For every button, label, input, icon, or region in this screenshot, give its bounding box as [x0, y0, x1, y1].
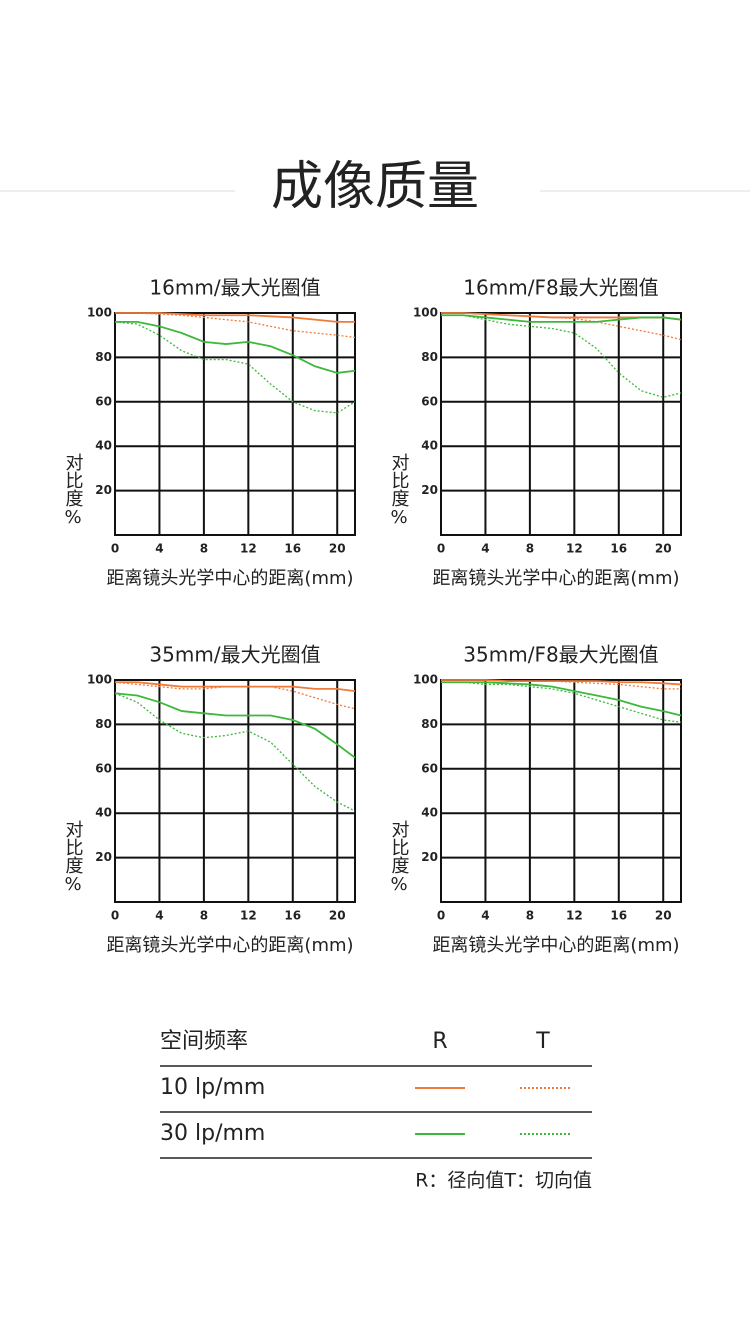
- x-tick-label: 8: [526, 542, 534, 556]
- x-tick-label: 4: [155, 909, 163, 923]
- y-tick-label: 80: [421, 350, 438, 364]
- x-tick-label: 20: [329, 909, 346, 923]
- y-tick-label: 40: [421, 439, 438, 453]
- x-tick-label: 4: [481, 542, 489, 556]
- x-tick-label: 8: [526, 909, 534, 923]
- y-tick-label: 20: [95, 483, 112, 497]
- y-tick-label: 20: [421, 850, 438, 864]
- x-tick-label: 16: [284, 542, 301, 556]
- x-tick-label: 16: [610, 542, 627, 556]
- x-axis-label: 距离镜头光学中心的距离(mm): [106, 568, 353, 589]
- y-axis-label: 对比度%: [63, 820, 84, 895]
- x-tick-label: 20: [655, 542, 672, 556]
- x-axis-label: 距离镜头光学中心的距离(mm): [432, 568, 679, 589]
- series-line: [441, 314, 682, 323]
- series-line: [114, 692, 356, 759]
- legend-header: 空间频率: [160, 1029, 248, 1054]
- y-axis-label: 对比度%: [389, 453, 410, 528]
- legend-header: T: [535, 1029, 550, 1054]
- y-tick-label: 80: [421, 717, 438, 731]
- y-tick-label: 100: [413, 673, 438, 687]
- x-tick-label: 8: [200, 542, 208, 556]
- x-tick-label: 4: [155, 542, 163, 556]
- series-line: [441, 681, 682, 717]
- y-tick-label: 60: [95, 394, 112, 408]
- legend-note: R：径向值T：切向值: [415, 1170, 592, 1192]
- y-tick-label: 60: [421, 761, 438, 775]
- legend-row: 30 lp/mm: [160, 1121, 265, 1146]
- y-tick-label: 20: [421, 483, 438, 497]
- series-line: [115, 312, 356, 339]
- y-tick-label: 100: [413, 306, 438, 320]
- y-tick-label: 60: [421, 394, 438, 408]
- x-tick-label: 0: [111, 542, 119, 556]
- y-tick-label: 100: [87, 673, 112, 687]
- y-tick-label: 40: [95, 806, 112, 820]
- chart-title: 16mm/F8最大光圈值: [463, 276, 658, 300]
- series-line: [114, 692, 356, 812]
- y-tick-label: 60: [95, 761, 112, 775]
- x-axis-label: 距离镜头光学中心的距离(mm): [432, 935, 679, 956]
- y-tick-label: 80: [95, 350, 112, 364]
- x-tick-label: 20: [655, 909, 672, 923]
- series-line: [114, 321, 356, 414]
- x-tick-label: 12: [240, 542, 257, 556]
- series-line: [441, 314, 682, 399]
- series-line: [114, 681, 356, 710]
- plot-frame: [440, 679, 682, 903]
- x-tick-label: 4: [481, 909, 489, 923]
- x-tick-label: 12: [240, 909, 257, 923]
- series-line: [115, 320, 356, 374]
- series-line: [441, 312, 682, 341]
- series-line: [115, 681, 356, 692]
- plot-frame: [440, 312, 682, 536]
- x-tick-label: 0: [437, 909, 445, 923]
- x-tick-label: 16: [284, 909, 301, 923]
- series-line: [115, 312, 355, 323]
- y-tick-label: 20: [95, 850, 112, 864]
- x-tick-label: 20: [329, 542, 346, 556]
- x-tick-label: 12: [566, 909, 583, 923]
- y-axis-label: 对比度%: [389, 820, 410, 895]
- y-tick-label: 40: [421, 806, 438, 820]
- chart: 35mm/最大光圈值 20 40 60 80 100 0 4 8 12 16 20 对比度% 距离镜头光学…: [63, 643, 356, 956]
- legend-row: 10 lp/mm: [160, 1075, 265, 1100]
- chart-title: 16mm/最大光圈值: [149, 276, 320, 300]
- x-tick-label: 0: [437, 542, 445, 556]
- y-tick-label: 80: [95, 717, 112, 731]
- legend-table: 空间频率 R T 10 lp/mm 30 lp/mm R：径向值T：切向值: [160, 1029, 592, 1192]
- chart: 35mm/F8最大光圈值 20 40 60 80 100 0 4 8 12 16 20 对比度% 距离镜头…: [389, 643, 682, 956]
- series-line: [441, 679, 681, 690]
- x-tick-label: 12: [566, 542, 583, 556]
- x-axis-label: 距离镜头光学中心的距离(mm): [106, 935, 353, 956]
- y-tick-label: 40: [95, 439, 112, 453]
- x-tick-label: 8: [200, 909, 208, 923]
- x-tick-label: 16: [610, 909, 627, 923]
- plot-frame: [114, 312, 356, 536]
- y-tick-label: 100: [87, 306, 112, 320]
- x-tick-label: 0: [111, 909, 119, 923]
- plot-frame: [114, 679, 356, 903]
- page-title: 成像质量: [271, 157, 479, 217]
- series-line: [441, 681, 682, 723]
- y-axis-label: 对比度%: [63, 453, 84, 528]
- chart: 16mm/F8最大光圈值 20 40 60 80 100 0 4 8 12 16 20 对比度% 距离镜头…: [389, 276, 682, 589]
- chart-title: 35mm/最大光圈值: [149, 643, 320, 667]
- legend-header: R: [432, 1029, 447, 1054]
- chart: 16mm/最大光圈值 20 40 60 80 100 0 4 8 12 16 20 对比度% 距离镜头光学…: [63, 276, 356, 589]
- chart-title: 35mm/F8最大光圈值: [463, 643, 658, 667]
